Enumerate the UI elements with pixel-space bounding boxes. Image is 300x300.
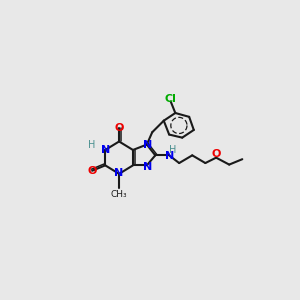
Text: N: N bbox=[165, 151, 175, 161]
Text: H: H bbox=[88, 140, 96, 150]
Text: Cl: Cl bbox=[165, 94, 177, 104]
Text: N: N bbox=[115, 168, 124, 178]
Text: CH₃: CH₃ bbox=[111, 190, 128, 199]
Text: N: N bbox=[101, 145, 111, 155]
Text: H: H bbox=[169, 145, 176, 155]
Text: O: O bbox=[114, 123, 124, 134]
Text: N: N bbox=[143, 162, 152, 172]
Text: N: N bbox=[143, 140, 152, 150]
Text: O: O bbox=[212, 149, 221, 159]
Text: O: O bbox=[88, 166, 97, 176]
